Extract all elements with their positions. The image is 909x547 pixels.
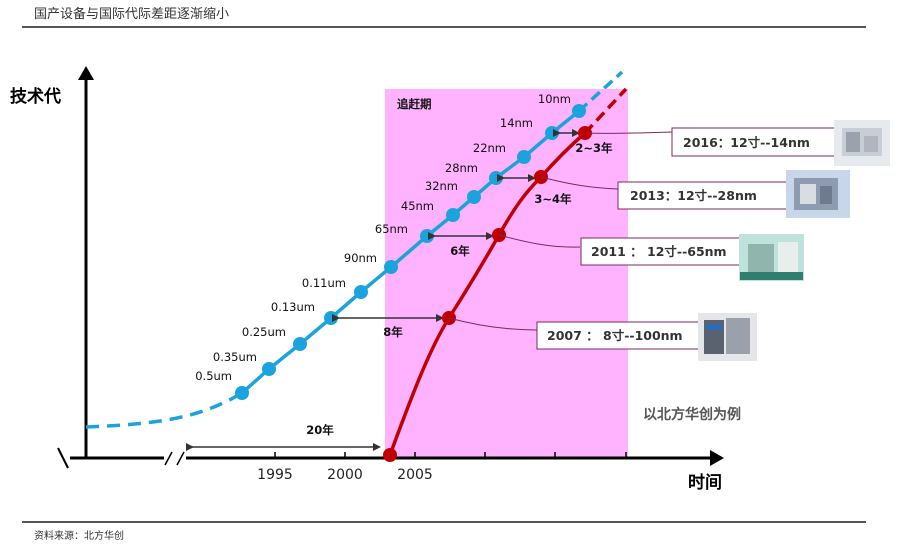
international-point [354,285,368,299]
equipment-photo-2007 [698,313,757,361]
international-point [293,337,307,351]
axis-break-mark [57,447,69,469]
milestone-box-2013 [617,181,795,210]
international-point [517,150,531,164]
gap-label: 3~4年 [534,192,572,206]
node-label: 65nm [375,222,408,236]
catch-up-zone-label: 追赶期 [397,97,432,111]
source-note: 资料来源：北方华创 [34,529,124,542]
international-point [235,386,249,400]
page-title: 国产设备与国际代际差距逐渐缩小 [34,6,229,22]
milestone-connector [540,176,619,190]
node-label: 14nm [500,116,533,130]
y-axis-label: 技术代 [10,86,61,107]
node-label: 45nm [401,199,434,213]
milestone-connector [448,317,538,331]
axis-break-gap [164,452,186,464]
equipment-photo-2011 [739,234,804,281]
equipment-photo-2016 [834,120,890,166]
milestone-connector [585,131,673,134]
node-label: 10nm [538,92,571,106]
domestic-point [383,448,397,462]
gap-label: 2~3年 [575,141,613,155]
international-dashed-lead [85,391,243,429]
node-label: 0.13um [271,300,315,314]
international-point [446,208,460,222]
international-point [384,260,398,274]
gap-label: 8年 [383,325,403,339]
x-tick-label: 2005 [397,467,433,483]
x-axis-label: 时间 [688,472,722,493]
international-point [262,362,276,376]
node-label: 0.11um [302,276,346,290]
international-point [545,126,559,140]
equipment-photo-2013 [786,170,850,218]
milestone-label: 2007 ： 8寸--100nm [547,328,683,343]
example-note: 以北方华创为例 [643,406,741,423]
milestone-label: 2016：12寸--14nm [683,135,810,150]
node-label: 0.25um [242,325,286,339]
node-label: 90nm [344,251,377,265]
x-tick-label: 1995 [257,467,293,483]
axis-break-slash [176,451,185,466]
international-point [467,190,481,204]
x-tick-label: 2000 [327,467,363,483]
milestone-label: 2011 ： 12寸--65nm [591,244,727,259]
international-point [420,229,434,243]
gap-label: 20年 [306,423,334,437]
milestone-label: 2013：12寸--28nm [630,188,757,203]
node-label: 28nm [445,161,478,175]
catch-up-zone [385,89,628,458]
node-label: 32nm [425,179,458,193]
international-point [489,171,503,185]
international-point [324,311,338,325]
y-axis-arrow-icon [78,66,94,80]
domestic-dashed-tail [583,87,628,135]
node-label: 22nm [473,141,506,155]
node-label: 0.5um [195,369,232,383]
domestic-series-line [388,131,587,456]
international-point [572,104,586,118]
international-dashed-tail [577,70,624,113]
milestone-box-2011 [580,237,750,266]
node-label: 0.35um [213,350,257,364]
axis-break-slash [164,451,173,466]
milestone-box-2016 [671,127,837,157]
milestone-connector [498,234,581,248]
gap-label: 6年 [450,244,470,258]
x-axis-arrow-icon [710,450,724,466]
domestic-point [578,126,592,140]
